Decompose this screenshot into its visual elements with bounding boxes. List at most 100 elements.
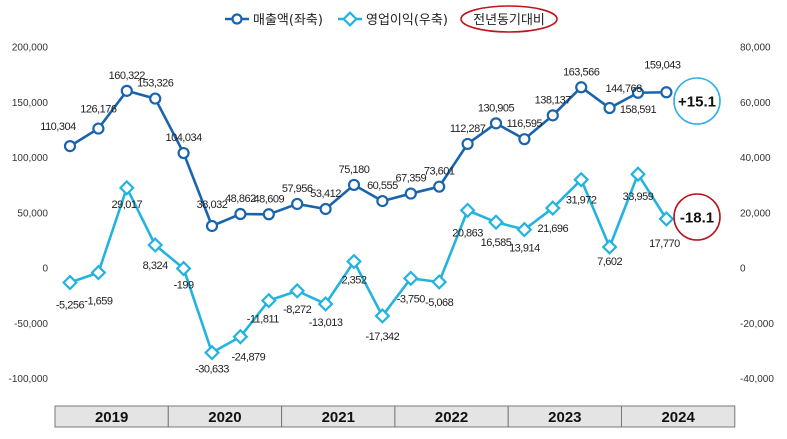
sales-marker <box>120 84 133 97</box>
right-tick-label: -40,000 <box>740 374 774 385</box>
legend-sales-label: 매출액(좌축) <box>253 13 323 28</box>
operating-profit-data-label: 31,972 <box>566 195 597 207</box>
sales-data-label: 104,034 <box>165 132 202 144</box>
right-tick-label: 80,000 <box>740 43 771 54</box>
operating-profit-data-label: 29,017 <box>111 199 142 211</box>
sales-marker <box>489 117 503 130</box>
sales-data-label: 158,591 <box>620 104 657 116</box>
operating-profit-change-text: -18.1 <box>680 210 714 227</box>
sales-marker <box>205 219 219 233</box>
operating-profit-data-label: -13,013 <box>309 317 343 329</box>
operating-profit-data-label: 2,352 <box>341 275 366 287</box>
legend-yoy-badge <box>460 5 558 33</box>
operating-profit-data-label: -8,272 <box>283 304 312 316</box>
operating-profit-data-label: -5,068 <box>425 297 454 309</box>
sales-marker <box>518 133 531 146</box>
right-axis: 80,000 60,000 40,000 20,000 0 -20,000 -40,000 <box>740 43 774 386</box>
year-box <box>621 405 736 428</box>
operating-profit-marker <box>573 171 590 188</box>
sales-marker <box>631 86 645 99</box>
sales-line <box>69 85 667 228</box>
operating-profit-marker <box>317 296 334 312</box>
operating-profit-marker <box>431 274 448 290</box>
operating-profit-marker <box>658 210 675 227</box>
left-tick-label: -100,000 <box>9 374 49 385</box>
sales-data-label: 53,412 <box>310 188 341 200</box>
sales-marker <box>177 146 190 160</box>
left-tick-label: -50,000 <box>14 319 48 330</box>
series-markers <box>62 81 675 361</box>
right-tick-label: -20,000 <box>740 319 774 330</box>
sales-marker <box>660 86 673 99</box>
operating-profit-data-label: -17,342 <box>365 331 399 343</box>
operating-profit-line <box>69 171 668 355</box>
sales-data-label: 159,043 <box>644 59 681 71</box>
legend-operating-profit-label: 영업이익(우축) <box>366 13 448 28</box>
sales-marker <box>461 137 474 151</box>
right-tick-label: 60,000 <box>740 98 771 109</box>
sales-change-badge <box>673 77 721 125</box>
operating-profit-marker <box>544 200 561 216</box>
sales-data-label: 163,566 <box>563 66 600 78</box>
operating-profit-data-label: -199 <box>174 280 194 292</box>
year-label: 2024 <box>661 409 695 426</box>
sales-data-label: 112,287 <box>450 123 486 135</box>
operating-profit-data-label: 16,585 <box>481 237 512 249</box>
operating-profit-marker <box>175 260 192 277</box>
right-tick-label: 40,000 <box>740 153 771 164</box>
sales-marker <box>546 109 559 122</box>
left-tick-label: 0 <box>42 264 48 275</box>
operating-profit-marker <box>232 328 249 345</box>
operating-profit-change-badge <box>673 193 721 241</box>
left-tick-label: 100,000 <box>12 153 49 164</box>
sales-data-label: 153,326 <box>137 78 174 90</box>
sales-data-label: 57,956 <box>282 183 313 195</box>
left-tick-label: 150,000 <box>12 98 49 109</box>
legend-sales-marker <box>231 13 243 25</box>
sales-marker <box>433 180 446 193</box>
year-label: 2019 <box>95 409 128 426</box>
year-axis: 2019 2020 2021 2022 2023 2024 <box>54 405 736 428</box>
operating-profit-data-label: 8,324 <box>143 260 168 272</box>
year-label: 2021 <box>322 409 355 426</box>
right-tick-label: 0 <box>740 264 746 275</box>
operating-profit-marker <box>488 214 504 231</box>
left-tick-label: 50,000 <box>17 208 48 219</box>
sales-marker <box>404 187 417 200</box>
year-label: 2022 <box>435 409 468 426</box>
sales-data-label: 48,862 <box>225 193 256 205</box>
right-tick-label: 20,000 <box>740 208 771 219</box>
operating-profit-marker <box>62 274 78 291</box>
operating-profit-marker <box>374 307 391 324</box>
sales-data-label: 73,601 <box>424 166 455 178</box>
sales-marker <box>603 101 616 115</box>
change-badges: +15.1 -18.1 <box>673 77 721 241</box>
operating-profit-marker <box>147 237 164 253</box>
sales-marker <box>149 92 162 105</box>
operating-profit-data-label: -24,879 <box>231 352 265 364</box>
operating-profit-marker <box>90 264 107 281</box>
sales-marker <box>575 81 588 94</box>
sales-marker <box>234 207 247 221</box>
operating-profit-data-label: -1,659 <box>84 296 113 308</box>
sales-marker <box>347 178 361 192</box>
sales-data-label: 144,768 <box>605 83 642 95</box>
sales-data-label: 60,555 <box>367 180 398 192</box>
operating-profit-marker <box>402 270 419 287</box>
operating-profit-marker <box>204 344 220 361</box>
operating-profit-data-label: 20,863 <box>452 227 483 239</box>
sales-data-label: 116,595 <box>507 118 543 130</box>
sales-data-label: 110,304 <box>40 121 76 133</box>
operating-profit-marker <box>601 239 618 255</box>
operating-profit-data-label: 17,770 <box>649 238 680 250</box>
operating-profit-data-label: 13,914 <box>509 243 540 255</box>
operating-profit-marker <box>260 292 277 309</box>
sales-data-label: 138,137 <box>535 94 572 106</box>
sales-marker <box>262 208 275 221</box>
operating-profit-data-label: -11,811 <box>247 314 280 326</box>
year-label: 2020 <box>208 409 241 426</box>
sales-data-label: 67,359 <box>395 173 426 185</box>
sales-data-label: 130,905 <box>478 102 515 114</box>
